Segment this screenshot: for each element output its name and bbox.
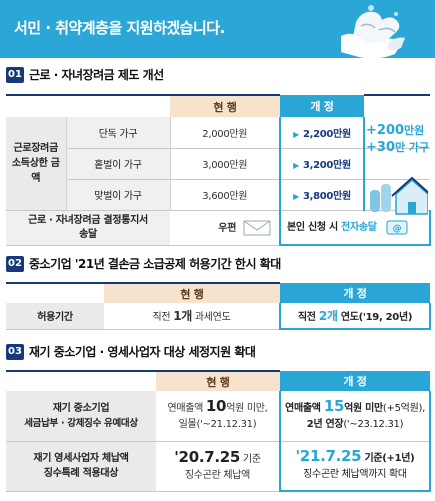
section-3-title: 재기 중소기업 · 영세사업자 대상 세정지원 확대 xyxy=(29,345,256,359)
header-blank-right xyxy=(364,94,430,117)
notice-new-prefix: 본인 신청 시 xyxy=(287,222,342,234)
row-side xyxy=(364,117,430,149)
row-current: 2,000만원 xyxy=(170,117,280,149)
increase-2-unit: 만 가구 xyxy=(394,141,430,154)
row-new-value: 2,200만원 xyxy=(302,128,351,140)
header-blank xyxy=(6,370,156,391)
current-prefix: 연매출액 xyxy=(167,403,206,415)
increase-2-num: +30 xyxy=(366,140,395,155)
section-3-table: 현 행 개 정 재기 중소기업 세금납부 · 강제징수 유예대상 연매출액 10… xyxy=(6,370,431,492)
notice-label: 근로 · 자녀장려금 결정통지서 송달 xyxy=(6,210,170,246)
section-1-header: 01 근로 · 자녀장려금 제도 개선 xyxy=(6,66,164,83)
email-icon: @ xyxy=(386,220,408,235)
row-label: 재기 중소기업 세금납부 · 강제징수 유예대상 xyxy=(6,391,156,442)
new-line-2-prefix: 2년 연장 xyxy=(306,419,344,431)
section-3-header: 03 재기 중소기업 · 영세사업자 대상 세정지원 확대 xyxy=(6,343,256,360)
increase-1-num: +200 xyxy=(366,123,405,138)
new-suffix: (+5억원), xyxy=(382,403,425,415)
row-label-line-2: 세금납부 · 강제징수 유예대상 xyxy=(24,417,138,429)
header-new: 개 정 xyxy=(280,283,430,303)
row-label: 허용기간 xyxy=(6,303,104,330)
current-num: 1개 xyxy=(173,309,192,324)
new-mid: 억원 미만 xyxy=(344,403,383,415)
current-suffix: 기준 xyxy=(240,453,261,465)
banner-title: 서민 · 취약계층을 지원하겠습니다. xyxy=(14,19,225,37)
new-suffix: 기준(+1년) xyxy=(361,453,415,465)
row-current: 3,000만원 xyxy=(170,148,280,180)
section-2-header: 02 중소기업 '21년 결손금 소급공제 허용기간 한시 확대 xyxy=(6,255,281,272)
header-new: 개 정 xyxy=(280,95,364,117)
header-current: 현 행 xyxy=(170,94,280,117)
new-prefix: 연매출액 xyxy=(285,403,324,415)
section-3-number: 03 xyxy=(6,343,24,360)
envelope-icon xyxy=(243,220,271,236)
notice-current-text: 우편 xyxy=(218,223,237,234)
row-current: '20.7.25 기준 징수곤란 체납액 xyxy=(156,441,280,492)
row-type: 홑벌이 가구 xyxy=(66,148,171,180)
new-line-2-suffix: ('~23.12.31) xyxy=(343,419,404,431)
notice-new-highlight: 전자송달 xyxy=(341,222,377,234)
row-label: 재기 영세사업자 체납액 징수특례 적용대상 xyxy=(6,441,156,492)
arrow-icon: ▶ xyxy=(293,129,299,139)
row-current: 3,600만원 xyxy=(170,179,280,211)
row-current: 연매출액 10억원 미만, 일몰('~21.12.31) xyxy=(156,391,280,442)
increase-summary: +200만원 +30만 가구 xyxy=(366,122,429,156)
row-new-value: 3,800만원 xyxy=(302,191,351,202)
arrow-icon: ▶ xyxy=(293,192,299,201)
notice-new: 본인 신청 시 전자송달 @ xyxy=(279,210,431,246)
arrow-icon: ▶ xyxy=(293,161,299,170)
group-label: 근로장려금 소득상한 금액 xyxy=(6,117,67,211)
current-line-2: 일몰('~21.12.31) xyxy=(178,419,257,431)
header-new: 개 정 xyxy=(280,371,430,391)
row-new: '21.7.25 기준(+1년) 징수곤란 체납액까지 확대 xyxy=(279,441,431,492)
header-blank xyxy=(6,282,104,303)
row-new: ▶ 2,200만원 xyxy=(279,117,365,149)
current-line-2: 징수곤란 체납액 xyxy=(184,469,251,481)
row-new: 연매출액 15억원 미만(+5억원), 2년 연장('~23.12.31) xyxy=(279,391,431,442)
current-suffix: 과세연도 xyxy=(192,312,231,324)
row-type: 맞벌이 가구 xyxy=(66,179,171,211)
row-type: 단독 가구 xyxy=(66,117,171,149)
row-side xyxy=(364,148,430,180)
header-current: 현 행 xyxy=(156,370,280,391)
row-new: ▶ 3,800만원 xyxy=(279,179,365,211)
new-num: '21.7.25 xyxy=(295,447,362,466)
current-num: '20.7.25 xyxy=(174,447,241,466)
new-prefix: 직전 xyxy=(297,312,319,323)
row-new: ▶ 3,200만원 xyxy=(279,148,365,180)
helping-hands-icon xyxy=(341,5,405,58)
new-suffix: 연도('19, 20년) xyxy=(337,312,413,323)
row-label-line-2: 징수특례 적용대상 xyxy=(43,468,119,479)
house-coins-icon xyxy=(370,176,428,215)
row-label-line-1: 재기 중소기업 xyxy=(52,402,110,414)
current-num: 10 xyxy=(205,397,227,416)
row-new: 직전 2개 연도('19, 20년) xyxy=(279,303,431,330)
section-1-table: 현 행 개 정 근로장려금 소득상한 금액 단독 가구 2,000만원 ▶ 2,2… xyxy=(6,94,431,246)
row-label-line-1: 재기 영세사업자 체납액 xyxy=(33,453,129,464)
svg-text:@: @ xyxy=(392,224,401,234)
section-2-table: 현 행 개 정 허용기간 직전 1개 과세연도 직전 2개 연도('19, 20… xyxy=(6,282,431,330)
header-banner: 서민 · 취약계층을 지원하겠습니다. xyxy=(0,0,435,58)
new-line-2: 징수곤란 체납액까지 확대 xyxy=(303,469,407,481)
increase-1-unit: 만원 xyxy=(404,124,425,137)
current-suffix: 억원 미만, xyxy=(226,403,268,415)
section-1-title: 근로 · 자녀장려금 제도 개선 xyxy=(29,68,164,82)
row-new-value: 3,200만원 xyxy=(302,160,351,171)
current-prefix: 직전 xyxy=(152,312,174,324)
notice-current: 우편 xyxy=(170,210,280,246)
new-num: 2개 xyxy=(318,309,338,323)
section-1-number: 01 xyxy=(6,66,24,83)
header-current: 현 행 xyxy=(104,282,280,303)
section-2-number: 02 xyxy=(6,255,24,272)
header-blank xyxy=(6,94,170,117)
section-2-title: 중소기업 '21년 결손금 소급공제 허용기간 한시 확대 xyxy=(29,257,281,271)
new-num: 15 xyxy=(323,397,345,416)
row-current: 직전 1개 과세연도 xyxy=(104,303,280,330)
